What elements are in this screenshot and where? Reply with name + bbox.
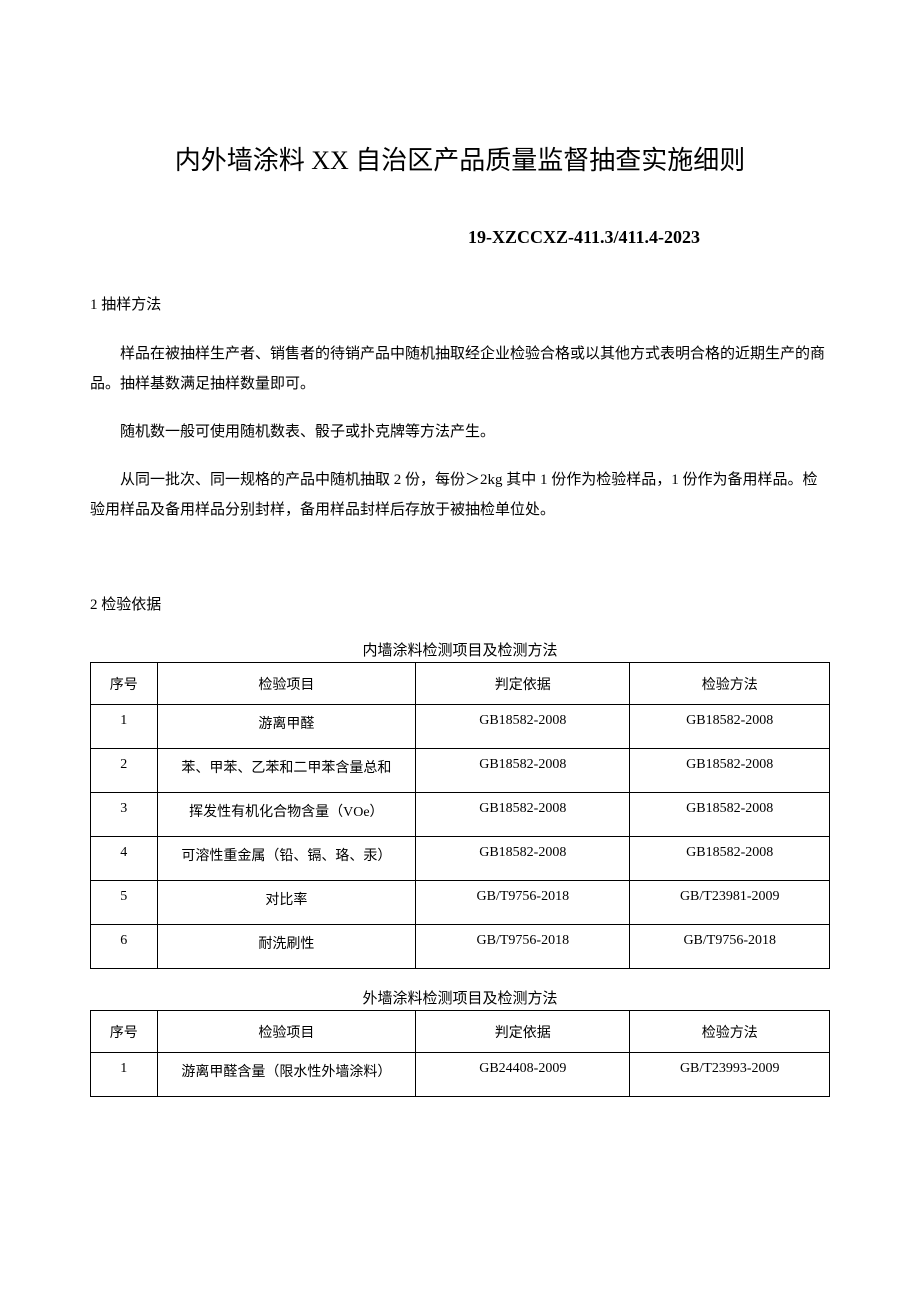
table2-caption: 外墙涂料检测项目及检测方法 [90, 987, 830, 1008]
table2: 序号 检验项目 判定依据 检验方法 1 游离甲醛含量（限水性外墙涂料） GB24… [90, 1010, 830, 1097]
table1-header-basis: 判定依据 [416, 663, 630, 705]
section1-header: 1 抽样方法 [90, 293, 830, 314]
document-title: 内外墙涂料 XX 自治区产品质量监督抽查实施细则 [90, 140, 830, 177]
table2-cell: 1 [91, 1053, 158, 1097]
table1-cell: 游离甲醛 [157, 705, 416, 749]
table-row: 3 挥发性有机化合物含量（VOe） GB18582-2008 GB18582-2… [91, 793, 830, 837]
table-row: 2 苯、甲苯、乙苯和二甲苯含量总和 GB18582-2008 GB18582-2… [91, 749, 830, 793]
table1-cell: GB/T9756-2018 [416, 881, 630, 925]
table-row: 1 游离甲醛 GB18582-2008 GB18582-2008 [91, 705, 830, 749]
table2-cell: GB/T23993-2009 [630, 1053, 830, 1097]
table2-cell: GB24408-2009 [416, 1053, 630, 1097]
table-row: 1 游离甲醛含量（限水性外墙涂料） GB24408-2009 GB/T23993… [91, 1053, 830, 1097]
table1-cell: GB18582-2008 [416, 837, 630, 881]
table1-cell: 挥发性有机化合物含量（VOe） [157, 793, 416, 837]
table1-cell: 1 [91, 705, 158, 749]
table1-cell: GB18582-2008 [630, 793, 830, 837]
table1-cell: 苯、甲苯、乙苯和二甲苯含量总和 [157, 749, 416, 793]
table1-cell: GB/T9756-2018 [630, 925, 830, 969]
table-row: 5 对比率 GB/T9756-2018 GB/T23981-2009 [91, 881, 830, 925]
table1-cell: 6 [91, 925, 158, 969]
table1-cell: 耐洗刷性 [157, 925, 416, 969]
table2-cell: 游离甲醛含量（限水性外墙涂料） [157, 1053, 416, 1097]
table1-cell: GB18582-2008 [630, 705, 830, 749]
section2-header: 2 检验依据 [90, 593, 830, 614]
section1-paragraph3: 从同一批次、同一规格的产品中随机抽取 2 份，每份＞2kg 其中 1 份作为检验… [90, 465, 830, 525]
table-row: 4 可溶性重金属（铅、镉、珞、汞） GB18582-2008 GB18582-2… [91, 837, 830, 881]
section1-paragraph1: 样品在被抽样生产者、销售者的待销产品中随机抽取经企业检验合格或以其他方式表明合格… [90, 339, 830, 399]
table2-header-seq: 序号 [91, 1011, 158, 1053]
table1-cell: 可溶性重金属（铅、镉、珞、汞） [157, 837, 416, 881]
table1-header-seq: 序号 [91, 663, 158, 705]
table1-caption: 内墙涂料检测项目及检测方法 [90, 639, 830, 660]
table1-cell: 5 [91, 881, 158, 925]
table1-cell: 对比率 [157, 881, 416, 925]
table1-cell: 4 [91, 837, 158, 881]
document-number: 19-XZCCXZ-411.3/411.4-2023 [90, 227, 830, 248]
table1-cell: GB18582-2008 [630, 749, 830, 793]
table1-cell: GB/T9756-2018 [416, 925, 630, 969]
table2-header-row: 序号 检验项目 判定依据 检验方法 [91, 1011, 830, 1053]
table1: 序号 检验项目 判定依据 检验方法 1 游离甲醛 GB18582-2008 GB… [90, 662, 830, 969]
table2-header-item: 检验项目 [157, 1011, 416, 1053]
section1-paragraph2: 随机数一般可使用随机数表、骰子或扑克牌等方法产生。 [90, 417, 830, 447]
table1-cell: GB18582-2008 [416, 793, 630, 837]
table1-header-item: 检验项目 [157, 663, 416, 705]
table1-cell: 3 [91, 793, 158, 837]
table1-cell: 2 [91, 749, 158, 793]
table1-header-row: 序号 检验项目 判定依据 检验方法 [91, 663, 830, 705]
table1-cell: GB18582-2008 [416, 705, 630, 749]
table1-cell: GB18582-2008 [416, 749, 630, 793]
table2-header-basis: 判定依据 [416, 1011, 630, 1053]
table1-cell: GB18582-2008 [630, 837, 830, 881]
table1-cell: GB/T23981-2009 [630, 881, 830, 925]
table1-header-method: 检验方法 [630, 663, 830, 705]
table-row: 6 耐洗刷性 GB/T9756-2018 GB/T9756-2018 [91, 925, 830, 969]
table2-header-method: 检验方法 [630, 1011, 830, 1053]
